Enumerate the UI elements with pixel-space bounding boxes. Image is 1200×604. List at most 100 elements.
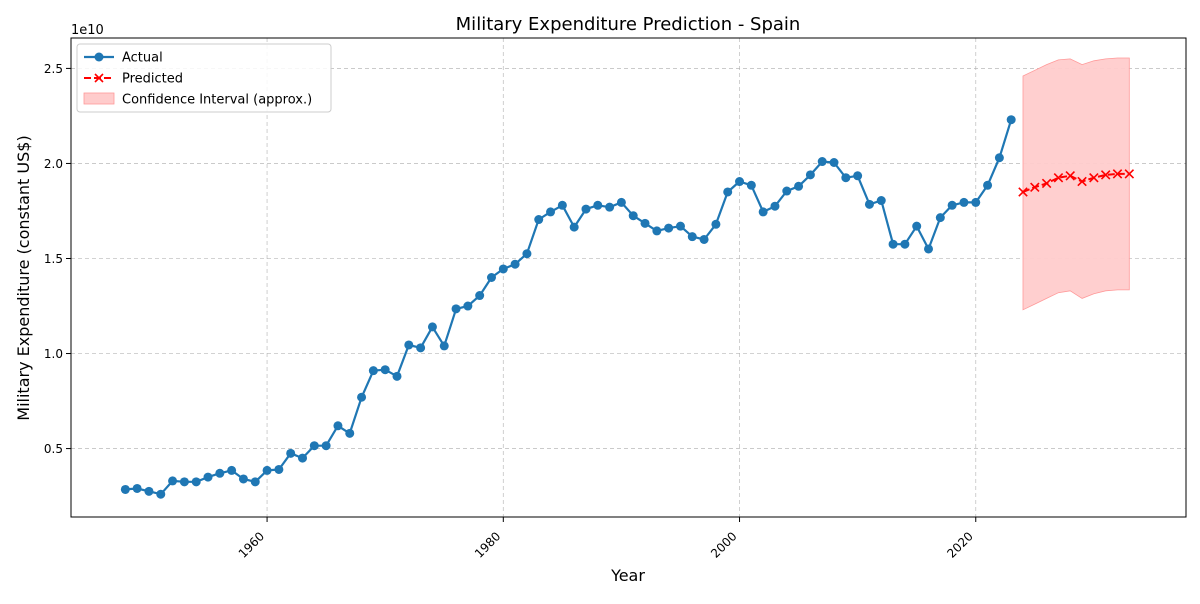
predicted-point-stroke [1100,170,1111,180]
actual-point [298,453,308,463]
actual-point [534,215,544,225]
actual-point [935,213,945,223]
legend-item: Actual [84,51,163,66]
predicted-point-stroke [1124,169,1135,179]
actual-point [640,218,650,228]
actual-point [805,170,815,180]
actual-point [416,343,426,353]
y-tick-label: 1.5 [44,252,63,266]
actual-point [191,477,201,487]
actual-point [616,197,626,207]
legend-item: Confidence Interval (approx.) [83,92,312,108]
predicted-point-stroke [1030,182,1040,192]
actual-point [451,304,461,314]
actual-point [994,153,1004,163]
actual-point [404,340,414,350]
actual-point [841,173,851,183]
y-tick-label: 1.0 [44,347,63,361]
predicted-point [1100,170,1111,180]
actual-point [864,199,874,209]
actual-point [439,341,449,351]
actual-point [652,226,662,236]
actual-point [522,249,532,259]
actual-point [687,232,697,242]
predicted-point [1089,172,1099,183]
actual-point [817,157,827,167]
legend-swatch-confidence [83,92,115,105]
actual-point [581,204,591,214]
actual-point [924,244,934,254]
actual-point [286,448,296,458]
actual-point [392,371,402,381]
actual-point [380,365,390,375]
legend: Actual Predicted Confidence Interval (appr… [76,43,332,113]
predicted-point-stroke [1041,178,1052,189]
actual-point [557,200,567,210]
actual-point [947,200,957,210]
actual-point [309,441,319,451]
actual-point [770,201,780,211]
actual-point [971,197,981,207]
predicted-point-stroke [1077,176,1087,187]
actual-point [735,177,745,187]
actual-point [723,187,733,197]
actual-point [983,180,993,190]
actual-point [262,465,272,475]
actual-point [794,181,804,191]
chart-title: Military Expenditure Prediction - Spain [456,14,801,35]
actual-point [120,484,130,494]
legend-label: Predicted [122,72,183,87]
actual-point [427,322,437,332]
actual-point [569,222,579,232]
predicted-point-stroke [1089,172,1099,183]
actual-point [227,465,237,475]
actual-point [758,207,768,217]
legend-item: Predicted [84,72,183,87]
actual-point [888,239,898,249]
actual-point [959,197,969,207]
axes-frame [70,37,1187,518]
predicted-point [1112,169,1123,179]
actual-point [357,392,367,402]
actual-point [144,486,154,496]
predicted-point [1053,172,1064,183]
actual-point [876,196,886,206]
actual-point [321,441,331,451]
actual-point [168,476,178,486]
actual-point [179,477,189,487]
actual-point [274,464,284,474]
actual-point [664,223,674,233]
y-axis-label: Military Expenditure (constant US$) [14,135,33,420]
actual-point [238,474,248,484]
actual-point [156,489,166,499]
actual-point [593,200,603,210]
legend-label: Actual [122,51,163,66]
predicted-point [1077,176,1087,187]
predicted-point-stroke [1053,172,1064,183]
actual-point [486,273,496,282]
actual-point [510,259,520,269]
actual-point [546,207,556,217]
actual-point [711,219,721,229]
actual-point [1006,115,1016,125]
actual-point [498,264,508,274]
actual-point [746,180,756,190]
legend-swatch-predicted-marker [94,73,104,83]
actual-point [628,211,638,221]
actual-point [853,171,863,181]
actual-point [605,202,615,212]
legend-box [76,43,332,113]
confidence-interval-band [1022,57,1130,311]
y-tick-label: 2.0 [44,157,63,171]
actual-point [333,421,343,431]
actual-point [829,158,839,168]
actual-point [345,428,355,438]
predicted-point [1030,182,1040,192]
actual-point [250,477,260,487]
actual-point [675,221,685,231]
predicted-point [1124,169,1135,179]
predicted-point-stroke [1018,187,1028,197]
actual-point [203,472,213,482]
